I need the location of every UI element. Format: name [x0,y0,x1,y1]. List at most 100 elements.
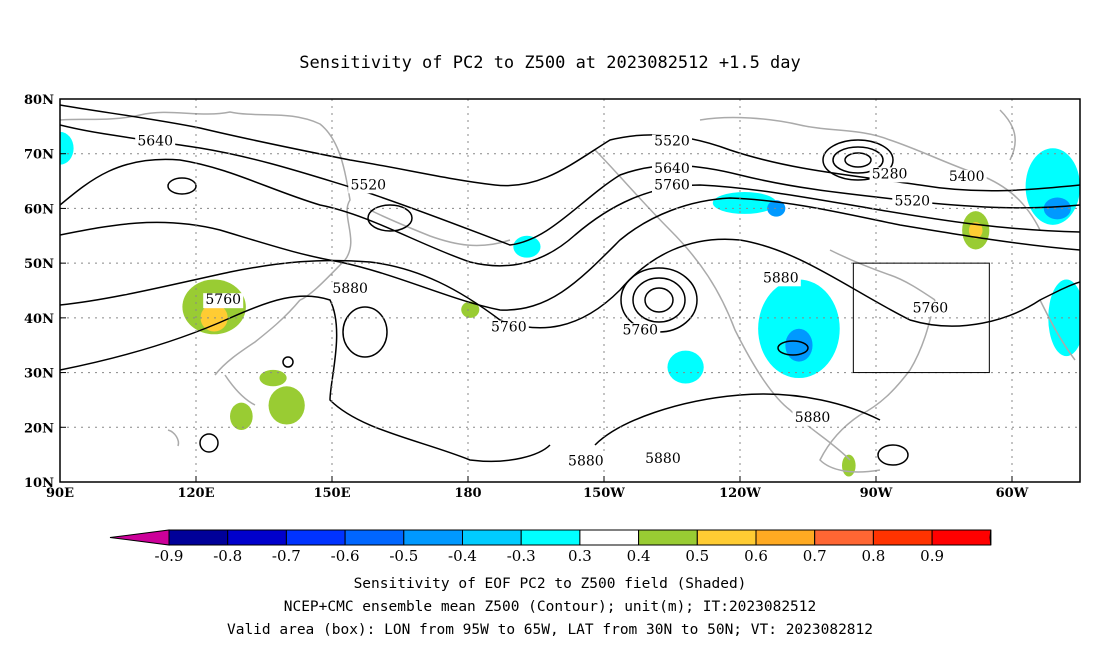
shaded-region-6 [461,301,480,318]
lat-tick-label: 50N [24,257,54,272]
shaded-region-0 [60,131,74,165]
coastlines [60,109,1076,473]
colorbar-segment [872,529,933,546]
contour-label: 5640 [654,161,690,177]
shaded-region-14 [1043,197,1071,220]
latitude-axis: 80N 70N 60N 50N 40N 30N 20N 10N [24,93,66,491]
lon-tick-label: 90E [46,486,74,501]
lat-tick-label: 80N [24,93,54,108]
contour-label: 5760 [913,300,949,316]
lon-tick-label: 180 [454,486,481,501]
contour-label: 5400 [949,169,985,185]
shaded-region-10 [785,328,813,362]
shaded-region-17 [1048,279,1080,357]
colorbar-segment [403,529,463,546]
colorbar-segment [227,529,287,546]
caption-line-1: Sensitivity of EOF PC2 to Z500 field (Sh… [354,576,747,592]
contour-label-bg [203,293,244,309]
contour-label-bg [652,161,692,177]
colorbar-tick-label: 0.9 [920,547,944,565]
colorbar-segment [520,529,581,546]
lat-tick-label: 60N [24,202,54,217]
colorbar-tick-label: -0.7 [272,547,301,565]
colorbar-segment [638,529,698,546]
colorbar-segment [755,529,816,546]
caption-line-3: Valid area (box): LON from 95W to 65W, L… [227,622,873,638]
lon-tick-label: 150W [583,486,625,501]
lon-tick-label: 150E [313,486,350,501]
shaded-region-3 [259,369,287,387]
longitude-axis: 90E 120E 150E 180 150W 120W 90W 60W [46,476,1029,501]
colorbar-low-extend [109,529,170,546]
colorbar-tick-label: 0.7 [803,547,827,565]
lon-tick-label: 90W [860,486,893,501]
colorbar-tick-label: 0.6 [744,547,768,565]
colorbar: -0.9 -0.8 -0.7 -0.6 -0.5 -0.4 -0.3 0.3 0.4 0.5 0.6… [109,529,992,565]
colorbar-segment [462,529,522,546]
colorbar-tick-label: 0.8 [861,547,885,565]
lat-tick-label: 10N [24,476,54,491]
colorbar-segment [285,529,346,546]
shaded-region-7 [513,235,541,258]
contour-label-bg [135,134,176,150]
contour-label-bg [330,282,371,298]
lat-tick-label: 30N [24,367,54,382]
caption-line-2: NCEP+CMC ensemble mean Z500 (Contour); u… [284,599,817,615]
contour-label: 5760 [654,177,690,193]
colorbar-tick-label: 0.5 [685,547,709,565]
colorbar-segment [696,529,757,546]
contour-label: 5640 [137,134,173,150]
lon-tick-label: 120W [719,486,761,501]
colorbar-segment [168,529,229,546]
colorbar-segment [931,529,992,546]
colorbar-tick-label: 0.4 [627,547,651,565]
contour-label: 5880 [332,281,368,297]
shaded-region-9 [758,279,840,379]
contour-label: 5880 [795,410,831,426]
contour-label: 5520 [350,177,386,193]
colorbar-segment [814,529,874,546]
shaded-region-11 [712,192,777,214]
contour-label-bg [792,410,833,426]
contour-label: 5760 [205,292,241,308]
shaded-region-4 [268,386,305,425]
contour-label: 5880 [568,454,604,470]
contour-label-bg [348,178,389,194]
contour-label-bg [642,451,683,467]
lat-tick-label: 20N [24,421,54,436]
colorbar-tick-label: 0.3 [568,547,592,565]
valid-area-box [852,262,990,374]
contour-label-bg [488,320,529,336]
contour-label-bg [652,134,692,150]
colorbar-segment [579,529,640,546]
contour-label: 5520 [654,134,690,150]
contour-label: 5760 [491,320,527,336]
contour-label: 5880 [645,451,681,467]
contour-label-bg [910,301,951,317]
contour-label-bg [946,170,987,186]
shaded-region-12 [767,200,786,217]
shaded-region-5 [230,402,253,431]
colorbar-tick-label: -0.8 [213,547,242,565]
colorbar-tick-label: -0.3 [507,547,536,565]
lon-tick-label: 120E [177,486,214,501]
contour-label-bg [620,323,661,339]
colorbar-tick-label: -0.6 [331,547,360,565]
colorbar-high-extend [989,529,992,546]
colorbar-tick-label: -0.4 [448,547,477,565]
contour-label-bg [892,194,933,210]
contour-label-bg [652,178,692,194]
contour-label-bg [869,167,910,183]
shaded-region-16 [968,222,983,239]
contour-label: 5760 [622,322,658,338]
figure-title: Sensitivity of PC2 to Z500 at 2023082512… [299,53,801,73]
colorbar-tick-label: -0.5 [389,547,418,565]
map-frame [59,98,1081,483]
contour-label: 5280 [872,166,908,182]
contour-label-bg [760,271,801,287]
contour-label: 5880 [763,270,799,286]
colorbar-tick-label: -0.9 [155,547,184,565]
